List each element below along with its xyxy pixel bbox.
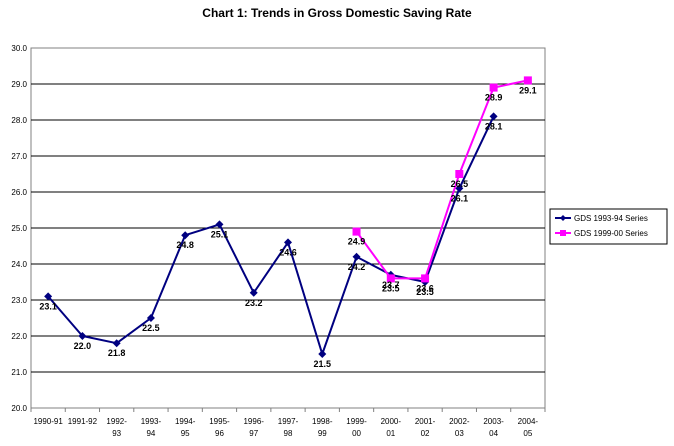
x-tick-label: 95 bbox=[181, 429, 190, 438]
data-point bbox=[284, 238, 292, 247]
x-tick-label: 1995- bbox=[209, 417, 230, 426]
x-tick-label: 1994- bbox=[175, 417, 196, 426]
series-group bbox=[44, 76, 532, 358]
x-tick-label: 94 bbox=[146, 429, 155, 438]
data-point bbox=[318, 350, 327, 358]
data-label: 23.5 bbox=[416, 287, 434, 297]
y-tick-label: 27.0 bbox=[11, 152, 27, 161]
x-tick-label: 98 bbox=[284, 429, 293, 438]
data-label: 25.1 bbox=[211, 229, 229, 239]
x-tick-label: 1996- bbox=[243, 417, 264, 426]
y-axis-ticks: 20.0 21.0 22.0 23.0 24.0 25.0 26.0 27.0 28.0 29.0… bbox=[11, 44, 27, 413]
x-tick-label: 2004- bbox=[518, 417, 539, 426]
y-tick-label: 26.0 bbox=[11, 188, 27, 197]
x-tick-label: 99 bbox=[318, 429, 327, 438]
data-point bbox=[386, 274, 395, 283]
y-tick-label: 29.0 bbox=[11, 80, 27, 89]
data-label: 23.6 bbox=[416, 283, 434, 293]
x-tick-label: 1990-91 bbox=[33, 417, 63, 426]
x-tick-label: 2003- bbox=[483, 417, 504, 426]
data-label: 23.7 bbox=[382, 280, 400, 290]
data-point bbox=[181, 231, 190, 240]
data-label: 23.2 bbox=[245, 298, 263, 308]
data-point bbox=[78, 332, 87, 340]
gridlines bbox=[31, 83, 545, 373]
legend: GDS 1993-94 Series GDS 1999-00 Series bbox=[549, 208, 668, 245]
y-tick-label: 24.0 bbox=[11, 260, 27, 269]
data-point bbox=[455, 170, 464, 178]
data-point bbox=[352, 227, 361, 236]
data-label: 23.5 bbox=[382, 283, 400, 293]
x-tick-label: 96 bbox=[215, 429, 224, 438]
data-point bbox=[489, 112, 498, 121]
data-label: 22.5 bbox=[142, 323, 160, 333]
y-tick-label: 20.0 bbox=[11, 404, 27, 413]
data-point bbox=[421, 274, 430, 283]
data-point bbox=[455, 184, 464, 193]
x-tick-label: 1991-92 bbox=[68, 417, 98, 426]
x-tick-label: 1992- bbox=[106, 417, 127, 426]
legend-label: GDS 1993-94 Series bbox=[574, 214, 648, 223]
data-point bbox=[249, 288, 258, 297]
data-labels: 23.1 22.0 21.8 22.5 24.8 25.1 23.2 24.6 21.5 24.2… bbox=[39, 85, 536, 369]
data-label: 28.1 bbox=[485, 121, 503, 131]
data-point bbox=[146, 314, 155, 322]
y-tick-label: 21.0 bbox=[11, 368, 27, 377]
x-tick-label: 1998- bbox=[312, 417, 333, 426]
x-tick-label: 1993- bbox=[141, 417, 162, 426]
data-label: 29.1 bbox=[519, 85, 537, 95]
legend-marker bbox=[560, 215, 566, 221]
data-label: 24.9 bbox=[348, 237, 366, 247]
data-label: 23.1 bbox=[39, 301, 57, 311]
x-tick-label: 03 bbox=[455, 429, 464, 438]
data-label: 24.8 bbox=[176, 240, 194, 250]
data-point bbox=[352, 252, 361, 261]
series-line bbox=[47, 115, 495, 358]
x-tick-label: 02 bbox=[421, 429, 430, 438]
data-label: 22.0 bbox=[74, 341, 92, 351]
data-point bbox=[44, 292, 53, 301]
y-tick-label: 25.0 bbox=[11, 224, 27, 233]
x-tick-label: 04 bbox=[489, 429, 498, 438]
data-label: 26.5 bbox=[451, 179, 469, 189]
data-label: 26.1 bbox=[451, 193, 469, 203]
data-label: 28.9 bbox=[485, 93, 503, 103]
x-tick-label: 1999- bbox=[346, 417, 367, 426]
legend-box bbox=[549, 208, 668, 245]
y-tick-label: 28.0 bbox=[11, 116, 27, 125]
x-tick-label: 1997- bbox=[278, 417, 299, 426]
x-tick-label: 93 bbox=[112, 429, 121, 438]
legend-marker bbox=[560, 230, 566, 236]
y-tick-label: 22.0 bbox=[11, 332, 27, 341]
x-tick-label: 2002- bbox=[449, 417, 470, 426]
x-tick-label: 97 bbox=[249, 429, 258, 438]
data-point bbox=[112, 339, 121, 348]
data-label: 21.8 bbox=[108, 348, 126, 358]
x-tick-label: 2000- bbox=[381, 417, 402, 426]
legend-label: GDS 1999-00 Series bbox=[574, 229, 648, 238]
x-tick-label: 05 bbox=[523, 429, 532, 438]
chart-title: Chart 1: Trends in Gross Domestic Saving… bbox=[202, 6, 472, 20]
x-tick-label: 01 bbox=[386, 429, 395, 438]
data-label: 21.5 bbox=[314, 359, 332, 369]
data-point bbox=[215, 220, 224, 229]
x-tick-label: 00 bbox=[352, 429, 361, 438]
x-axis-ticks: 1990-91 1991-92 1992- 93 1993- 94 1994- 95 1995-… bbox=[30, 408, 546, 438]
data-label: 24.2 bbox=[348, 262, 366, 272]
series-line bbox=[355, 79, 529, 280]
data-point bbox=[523, 76, 532, 85]
data-label: 24.6 bbox=[279, 247, 297, 257]
data-point bbox=[489, 83, 498, 92]
y-tick-label: 23.0 bbox=[11, 296, 27, 305]
y-tick-label: 30.0 bbox=[11, 44, 27, 53]
x-tick-label: 2001- bbox=[415, 417, 436, 426]
